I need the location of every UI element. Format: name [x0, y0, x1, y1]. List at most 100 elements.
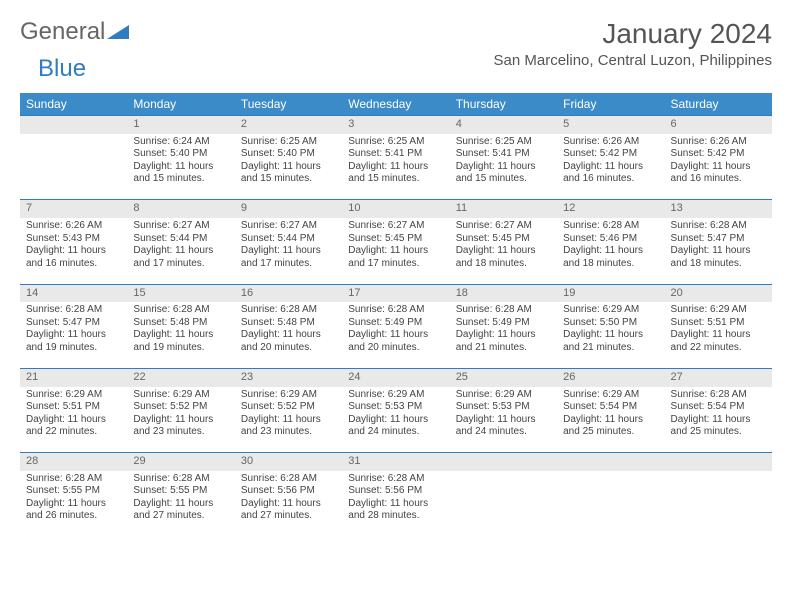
daylight-text-1: Daylight: 11 hours — [456, 161, 551, 174]
daylight-text-2: and 17 minutes. — [348, 258, 443, 271]
day-details-row: Sunrise: 6:28 AM Sunset: 5:47 PM Daylight:… — [20, 302, 772, 368]
sunrise-text: Sunrise: 6:26 AM — [26, 220, 121, 233]
day-number-cell: 7 — [20, 200, 127, 218]
daylight-text-1: Daylight: 11 hours — [241, 161, 336, 174]
daylight-text-1: Daylight: 11 hours — [563, 245, 658, 258]
day-details-cell: Sunrise: 6:29 AMSunset: 5:51 PMDaylight:… — [20, 387, 127, 453]
sunset-text: Sunset: 5:55 PM — [26, 485, 121, 498]
weekday-header-row: SundayMondayTuesdayWednesdayThursdayFrid… — [20, 93, 772, 116]
sunrise-text: Sunrise: 6:24 AM — [133, 136, 228, 149]
daylight-text-2: and 18 minutes. — [563, 258, 658, 271]
sunset-text: Sunset: 5:42 PM — [671, 148, 766, 161]
day-details-cell: Sunrise: 6:28 AMSunset: 5:49 PMDaylight:… — [342, 302, 449, 368]
daylight-text-2: and 22 minutes. — [671, 342, 766, 355]
day-details-cell — [557, 471, 664, 537]
sunset-text: Sunset: 5:53 PM — [348, 401, 443, 414]
daylight-text-1: Daylight: 11 hours — [456, 414, 551, 427]
weekday-header: Thursday — [450, 93, 557, 116]
sunset-text: Sunset: 5:56 PM — [241, 485, 336, 498]
sunset-text: Sunset: 5:51 PM — [671, 317, 766, 330]
day-details-cell: Sunrise: 6:29 AMSunset: 5:52 PMDaylight:… — [127, 387, 234, 453]
sunrise-text: Sunrise: 6:29 AM — [563, 304, 658, 317]
day-details-cell: Sunrise: 6:28 AMSunset: 5:55 PMDaylight:… — [20, 471, 127, 537]
day-number-cell: 25 — [450, 368, 557, 386]
weekday-header: Tuesday — [235, 93, 342, 116]
day-number-row: 123456 — [20, 116, 772, 134]
day-details-cell: Sunrise: 6:28 AMSunset: 5:56 PMDaylight:… — [235, 471, 342, 537]
daylight-text-2: and 21 minutes. — [563, 342, 658, 355]
day-number-row: 14151617181920 — [20, 284, 772, 302]
daylight-text-2: and 15 minutes. — [348, 173, 443, 186]
sunrise-text: Sunrise: 6:28 AM — [671, 389, 766, 402]
sunset-text: Sunset: 5:53 PM — [456, 401, 551, 414]
day-number-cell: 18 — [450, 284, 557, 302]
month-title: January 2024 — [494, 18, 773, 50]
day-number-cell: 15 — [127, 284, 234, 302]
sunrise-text: Sunrise: 6:29 AM — [241, 389, 336, 402]
sunrise-text: Sunrise: 6:28 AM — [348, 304, 443, 317]
daylight-text-1: Daylight: 11 hours — [671, 329, 766, 342]
daylight-text-2: and 17 minutes. — [241, 258, 336, 271]
daylight-text-1: Daylight: 11 hours — [456, 245, 551, 258]
daylight-text-1: Daylight: 11 hours — [671, 161, 766, 174]
sunset-text: Sunset: 5:44 PM — [133, 233, 228, 246]
daylight-text-2: and 20 minutes. — [348, 342, 443, 355]
day-details-cell: Sunrise: 6:27 AMSunset: 5:45 PMDaylight:… — [342, 218, 449, 284]
day-number-cell: 20 — [665, 284, 772, 302]
day-number-cell: 22 — [127, 368, 234, 386]
daylight-text-2: and 19 minutes. — [133, 342, 228, 355]
day-details-cell — [20, 134, 127, 200]
day-details-cell: Sunrise: 6:26 AMSunset: 5:42 PMDaylight:… — [665, 134, 772, 200]
daylight-text-1: Daylight: 11 hours — [241, 498, 336, 511]
sunset-text: Sunset: 5:44 PM — [241, 233, 336, 246]
sunrise-text: Sunrise: 6:26 AM — [563, 136, 658, 149]
sunset-text: Sunset: 5:47 PM — [26, 317, 121, 330]
sunrise-text: Sunrise: 6:25 AM — [241, 136, 336, 149]
daylight-text-2: and 18 minutes. — [671, 258, 766, 271]
daylight-text-2: and 15 minutes. — [456, 173, 551, 186]
day-details-row: Sunrise: 6:28 AMSunset: 5:55 PM Daylight:… — [20, 471, 772, 537]
day-number-cell: 2 — [235, 116, 342, 134]
day-details-cell: Sunrise: 6:28 AMSunset: 5:49 PMDaylight:… — [450, 302, 557, 368]
day-number-cell: 31 — [342, 453, 449, 471]
daylight-text-2: and 16 minutes. — [671, 173, 766, 186]
daylight-text-2: and 24 minutes. — [348, 426, 443, 439]
daylight-text-2: and 25 minutes. — [671, 426, 766, 439]
weekday-header: Sunday — [20, 93, 127, 116]
daylight-text-1: Daylight: 11 hours — [133, 245, 228, 258]
daylight-text-1: Daylight: 11 hours — [133, 498, 228, 511]
sunset-text: Sunset: 5:43 PM — [26, 233, 121, 246]
sunset-text: Sunset: 5:49 PM — [456, 317, 551, 330]
sunset-text: Sunset: 5:49 PM — [348, 317, 443, 330]
day-number-cell: 4 — [450, 116, 557, 134]
day-details-cell: Sunrise: 6:27 AMSunset: 5:45 PMDaylight:… — [450, 218, 557, 284]
daylight-text-2: and 18 minutes. — [456, 258, 551, 271]
sunrise-text: Sunrise: 6:29 AM — [133, 389, 228, 402]
day-number-cell — [450, 453, 557, 471]
day-details-cell: Sunrise: 6:28 AMSunset: 5:48 PMDaylight:… — [235, 302, 342, 368]
daylight-text-1: Daylight: 11 hours — [133, 161, 228, 174]
day-number-row: 78910111213 — [20, 200, 772, 218]
sunrise-text: Sunrise: 6:28 AM — [671, 220, 766, 233]
sunset-text: Sunset: 5:47 PM — [671, 233, 766, 246]
daylight-text-2: and 27 minutes. — [241, 510, 336, 523]
sunset-text: Sunset: 5:40 PM — [133, 148, 228, 161]
daylight-text-1: Daylight: 11 hours — [348, 161, 443, 174]
sunset-text: Sunset: 5:54 PM — [563, 401, 658, 414]
daylight-text-2: and 26 minutes. — [26, 510, 121, 523]
daylight-text-2: and 27 minutes. — [133, 510, 228, 523]
sunset-text: Sunset: 5:52 PM — [241, 401, 336, 414]
day-number-cell: 14 — [20, 284, 127, 302]
sunrise-text: Sunrise: 6:28 AM — [26, 473, 121, 486]
day-number-cell — [20, 116, 127, 134]
day-details-cell: Sunrise: 6:29 AMSunset: 5:50 PMDaylight:… — [557, 302, 664, 368]
day-details-cell — [450, 471, 557, 537]
sunset-text: Sunset: 5:48 PM — [241, 317, 336, 330]
day-number-cell: 16 — [235, 284, 342, 302]
daylight-text-2: and 15 minutes. — [133, 173, 228, 186]
daylight-text-2: and 22 minutes. — [26, 426, 121, 439]
day-details-cell — [665, 471, 772, 537]
day-number-cell: 10 — [342, 200, 449, 218]
title-block: January 2024 San Marcelino, Central Luzo… — [494, 18, 773, 69]
sunset-text: Sunset: 5:50 PM — [563, 317, 658, 330]
